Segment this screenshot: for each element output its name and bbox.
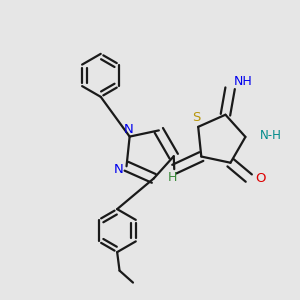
Text: O: O	[255, 172, 266, 185]
Text: N-H: N-H	[260, 130, 281, 142]
Text: S: S	[193, 111, 201, 124]
Text: N: N	[113, 164, 123, 176]
Text: NH: NH	[234, 75, 253, 88]
Text: H: H	[168, 171, 177, 184]
Text: N: N	[124, 123, 134, 136]
